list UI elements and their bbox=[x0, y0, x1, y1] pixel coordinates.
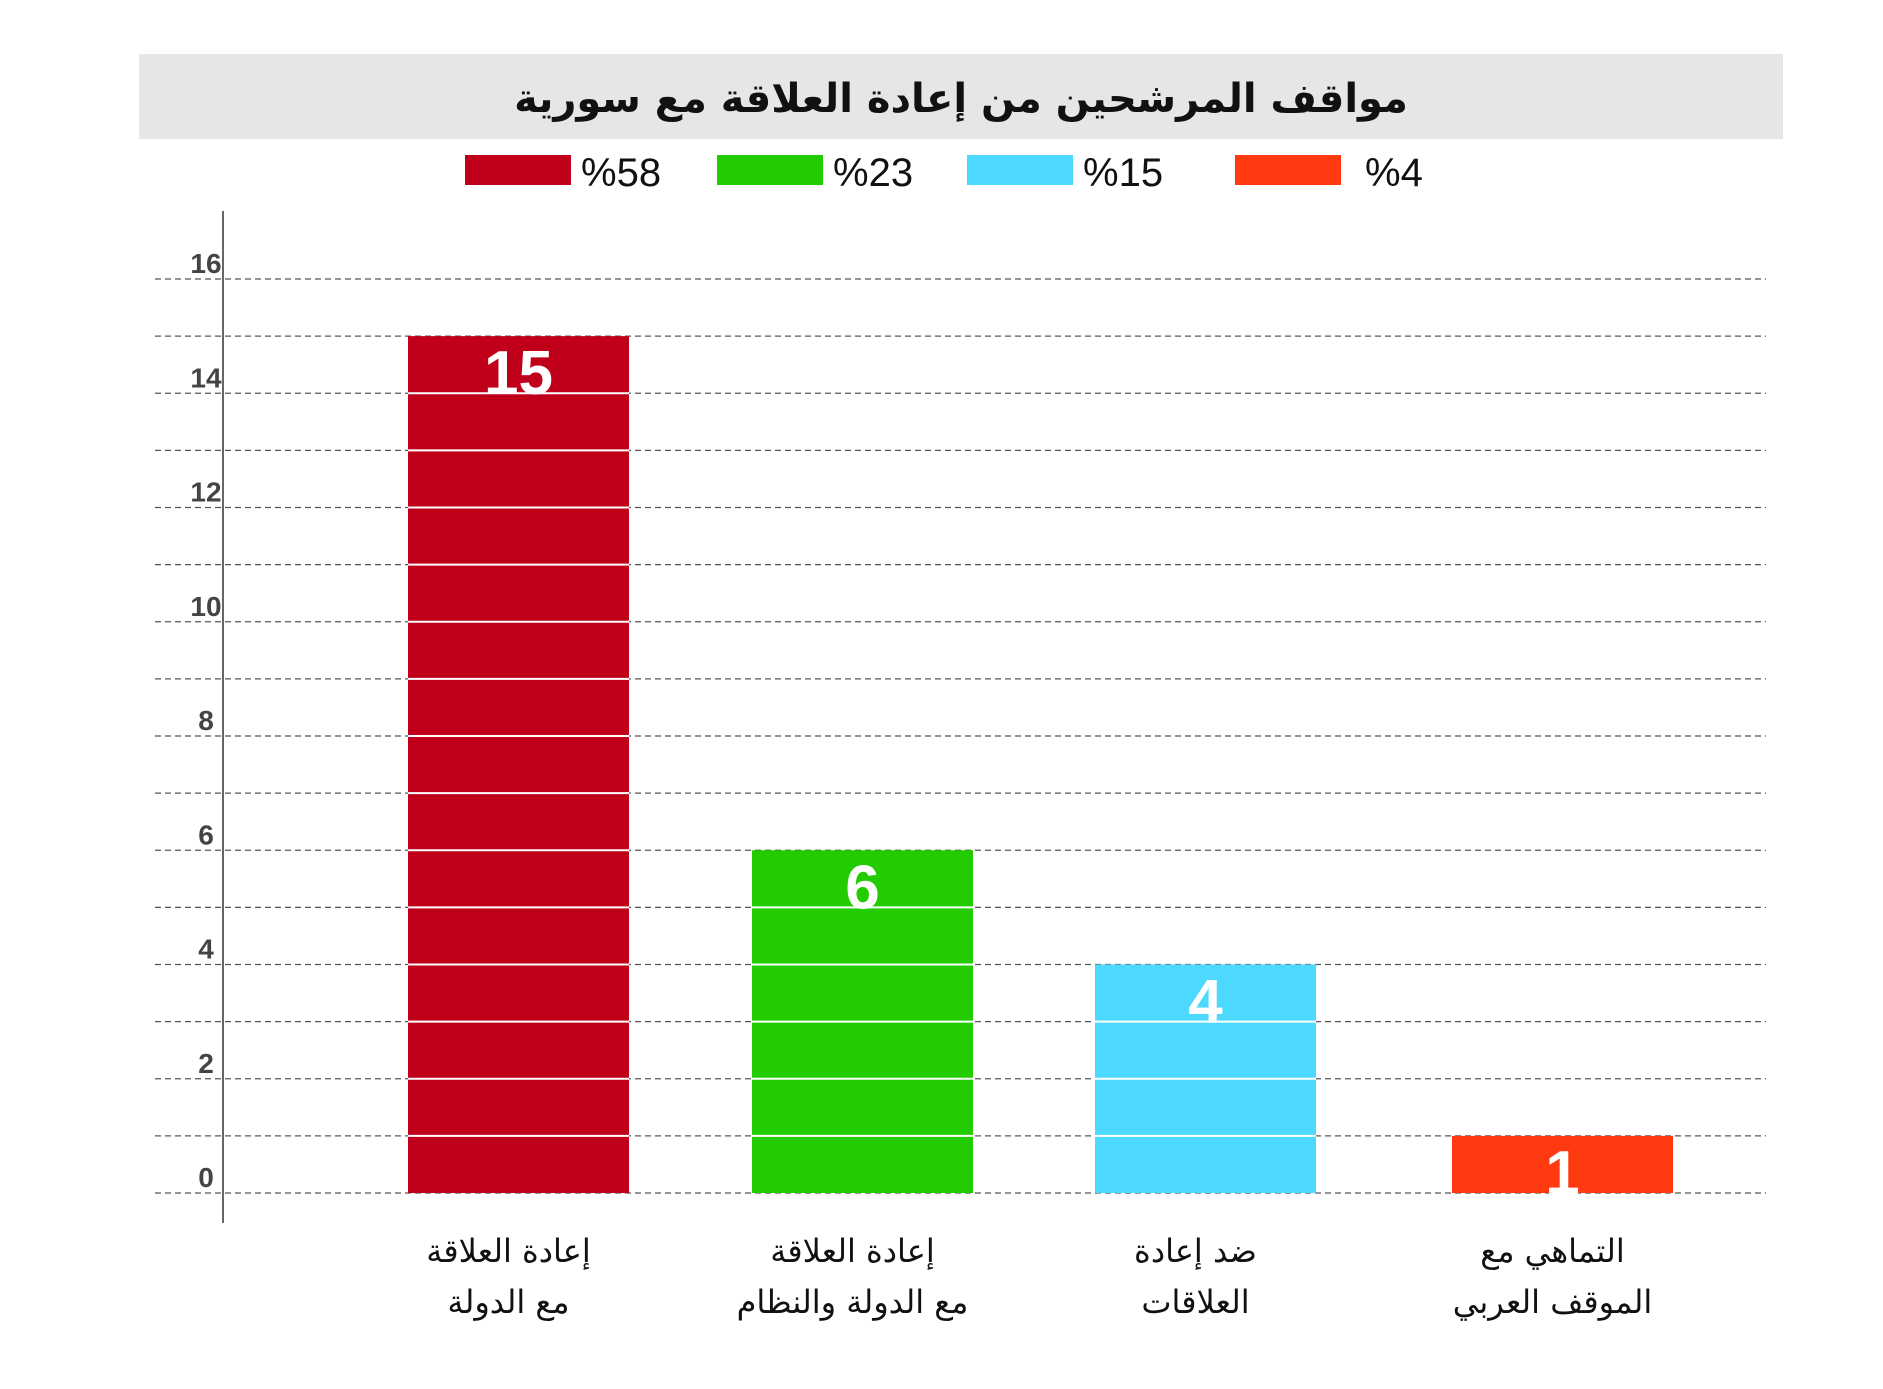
category-label-line1: إعادة العلاقة bbox=[426, 1232, 591, 1270]
value-label: 6 bbox=[845, 853, 879, 922]
y-tick-labels: 0 2 4 6 8 10 12 14 16 bbox=[190, 248, 222, 1193]
bar bbox=[1452, 1135, 1673, 1193]
legend-label: %15 bbox=[1083, 151, 1163, 195]
title-bar bbox=[139, 54, 1783, 139]
category-labels: إعادة العلاقة مع الدولة إعادة العلاقة مع ال… bbox=[426, 1232, 1652, 1321]
y-tick-label: 8 bbox=[198, 705, 214, 736]
category-label-line1: التماهي مع bbox=[1480, 1232, 1624, 1270]
legend-swatch bbox=[967, 155, 1073, 185]
y-tick-label: 4 bbox=[198, 934, 214, 965]
value-label: 4 bbox=[1188, 968, 1223, 1037]
legend-label: %23 bbox=[833, 151, 913, 195]
legend-swatch bbox=[465, 155, 571, 185]
legend-label: %4 bbox=[1365, 151, 1423, 195]
legend-swatch bbox=[717, 155, 823, 185]
value-label: 1 bbox=[1545, 1139, 1579, 1208]
category-label-line1: ضد إعادة bbox=[1134, 1232, 1257, 1270]
legend: %58 %23 %15 %4 bbox=[465, 151, 1423, 195]
category-label-line2: الموقف العربي bbox=[1453, 1283, 1653, 1321]
y-tick-label: 2 bbox=[198, 1048, 214, 1079]
category-label-line1: إعادة العلاقة bbox=[770, 1232, 935, 1270]
y-tick-label: 6 bbox=[198, 819, 214, 850]
category-label-line2: مع الدولة bbox=[447, 1283, 569, 1321]
value-labels: 15 6 4 1 bbox=[484, 339, 1580, 1208]
bar bbox=[408, 336, 629, 1193]
y-tick-label: 10 bbox=[190, 591, 221, 622]
y-tick-label: 16 bbox=[190, 248, 221, 279]
y-tick-label: 14 bbox=[190, 362, 222, 393]
legend-label: %58 bbox=[581, 151, 661, 195]
value-label: 15 bbox=[484, 339, 553, 408]
category-label-line2: العلاقات bbox=[1141, 1283, 1249, 1321]
y-tick-label: 0 bbox=[198, 1162, 214, 1193]
chart-title: مواقف المرشحين من إعادة العلاقة مع سورية bbox=[514, 76, 1408, 122]
category-label-line2: مع الدولة والنظام bbox=[737, 1283, 969, 1321]
y-tick-label: 12 bbox=[190, 477, 221, 508]
legend-swatch bbox=[1235, 155, 1341, 185]
bar-gridlines bbox=[408, 392, 1316, 1137]
bars bbox=[408, 336, 1673, 1193]
